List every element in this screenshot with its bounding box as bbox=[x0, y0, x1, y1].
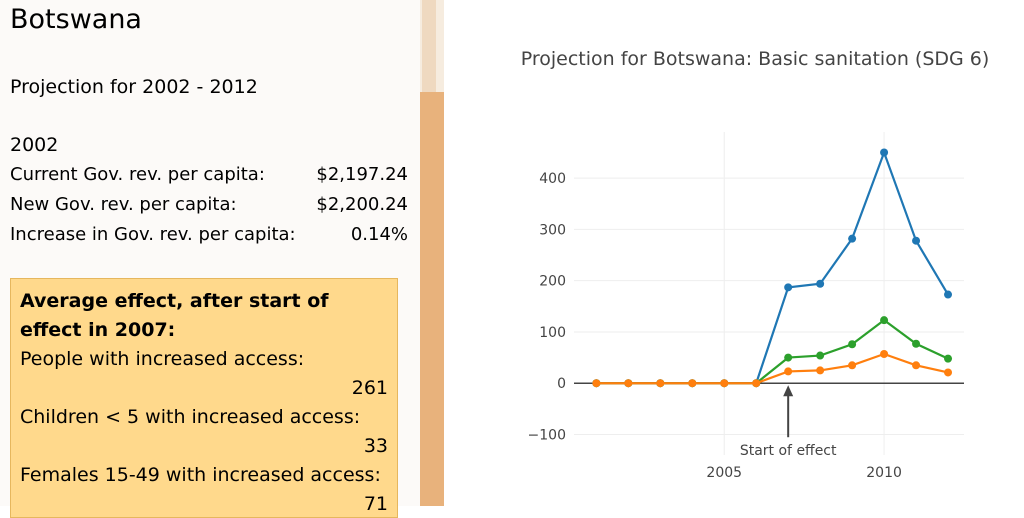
series-line bbox=[596, 318, 949, 385]
data-point bbox=[784, 283, 793, 292]
data-point bbox=[816, 351, 825, 360]
data-point bbox=[720, 379, 729, 388]
line-chart: Projection for Botswana: Basic sanitatio… bbox=[521, 48, 990, 481]
stat-current-revenue: Current Gov. rev. per capita: $2,197.24 bbox=[10, 164, 408, 185]
annotation-label: Start of effect bbox=[740, 443, 837, 459]
data-point bbox=[880, 316, 889, 325]
year-label: 2002 bbox=[10, 134, 59, 156]
country-name: Botswana bbox=[10, 4, 142, 35]
data-point bbox=[784, 367, 793, 376]
data-point bbox=[848, 361, 857, 370]
effect-label: Females 15-49 with increased access: bbox=[20, 464, 381, 486]
data-point bbox=[752, 379, 761, 388]
x-tick-label: 2010 bbox=[866, 465, 902, 481]
data-point bbox=[944, 368, 953, 377]
data-point bbox=[688, 379, 697, 388]
data-point bbox=[816, 279, 825, 288]
effect-label: Children < 5 with increased access: bbox=[20, 406, 361, 428]
series-line bbox=[596, 352, 949, 385]
stat-increase-revenue: Increase in Gov. rev. per capita: 0.14% bbox=[10, 224, 408, 245]
data-point bbox=[784, 353, 793, 362]
y-tick-label: 300 bbox=[539, 222, 566, 238]
stat-label: Increase in Gov. rev. per capita: bbox=[10, 224, 296, 245]
data-point bbox=[912, 236, 921, 245]
stat-new-revenue: New Gov. rev. per capita: $2,200.24 bbox=[10, 194, 408, 215]
data-point bbox=[592, 379, 601, 388]
stat-value: $2,197.24 bbox=[316, 164, 408, 185]
average-effect-box: Average effect, after start of effect in… bbox=[10, 278, 398, 518]
y-tick-label: −100 bbox=[528, 427, 566, 443]
effect-label: People with increased access: bbox=[20, 348, 305, 370]
series-line bbox=[596, 149, 949, 385]
stat-label: Current Gov. rev. per capita: bbox=[10, 164, 265, 185]
projection-range: Projection for 2002 - 2012 bbox=[10, 76, 258, 98]
stat-value: 0.14% bbox=[350, 224, 408, 245]
effect-value: 33 bbox=[363, 435, 388, 457]
y-tick-label: 400 bbox=[539, 171, 566, 187]
data-point bbox=[880, 148, 889, 157]
y-tick-label: 100 bbox=[539, 325, 566, 341]
data-point bbox=[656, 379, 665, 388]
data-point bbox=[944, 354, 953, 363]
data-point bbox=[912, 339, 921, 348]
y-tick-label: 200 bbox=[539, 274, 566, 290]
data-point bbox=[624, 379, 633, 388]
x-tick-label: 2005 bbox=[706, 465, 742, 481]
effect-value: 261 bbox=[351, 377, 388, 399]
chart-panel: Projection for Botswana: Basic sanitatio… bbox=[444, 0, 1024, 506]
annotation-arrowhead bbox=[783, 385, 794, 397]
data-point bbox=[848, 340, 857, 349]
stat-value: $2,200.24 bbox=[316, 194, 408, 215]
data-point bbox=[848, 234, 857, 243]
y-tick-label: 0 bbox=[557, 376, 566, 392]
effect-title: Average effect, after start of effect in… bbox=[20, 290, 329, 341]
chart-title: Projection for Botswana: Basic sanitatio… bbox=[521, 48, 990, 70]
data-point bbox=[912, 361, 921, 370]
data-point bbox=[816, 366, 825, 375]
effect-value: 71 bbox=[363, 493, 388, 515]
data-point bbox=[880, 349, 889, 358]
map-background bbox=[420, 0, 444, 506]
data-point bbox=[944, 290, 953, 299]
info-panel: Botswana Projection for 2002 - 2012 2002… bbox=[0, 0, 420, 518]
stat-label: New Gov. rev. per capita: bbox=[10, 194, 237, 215]
